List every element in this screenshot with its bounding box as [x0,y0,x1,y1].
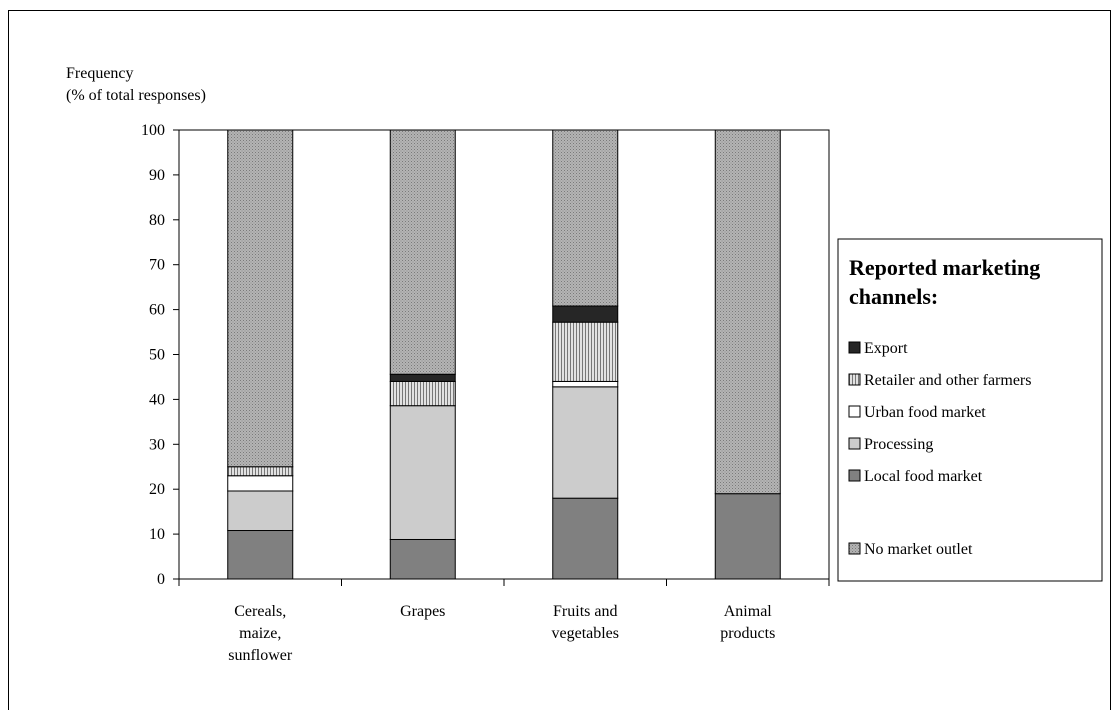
x-category-label: vegetables [551,625,619,642]
y-tick-label: 10 [149,526,165,543]
legend-swatch [848,437,861,450]
x-category-label: Animal [724,603,773,620]
legend-title-line: channels: [849,284,938,309]
x-category-label: Fruits and [553,603,617,620]
y-tick-label: 80 [149,212,165,229]
legend-entry-label: Local food market [864,468,983,485]
bar-segment [389,405,456,540]
bar-segment [552,380,619,388]
x-category-label: maize, [239,625,281,642]
y-tick-label: 40 [149,391,165,408]
bar-segment [389,380,456,407]
legend-box [837,238,1103,582]
y-tick-label: 50 [149,347,165,364]
bar-segment [552,497,619,580]
y-tick-label: 20 [149,481,165,498]
y-tick-label: 0 [157,571,165,588]
bar-segment [552,305,619,323]
bar-segment [389,129,456,375]
legend-entry-label: Export [864,340,908,357]
legend-entry-label: Urban food market [864,404,986,421]
stacked-bar-chart: Frequency (% of total responses) 0 10 20 30 4… [66,65,1103,664]
legend-entry-label: No market outlet [864,541,973,558]
x-category-label: Cereals, [234,603,286,620]
x-category-label: products [720,625,775,642]
bar-segment [714,493,781,580]
x-category-label: Grapes [400,603,445,620]
legend-swatch [848,373,861,386]
bar-segment [552,129,619,307]
legend-entry-label: Retailer and other farmers [864,372,1031,389]
legend-swatch [848,469,861,482]
bar-segment [227,129,294,468]
y-tick-label: 60 [149,302,165,319]
y-tick-label: 90 [149,167,165,184]
y-tick-label: 100 [141,122,165,139]
legend-entry-label: Processing [864,436,933,453]
y-axis-label-line: (% of total responses) [66,87,206,104]
chart-frame: Frequency (% of total responses) 0 10 20 30 4… [8,10,1111,710]
bar-segment [227,530,294,580]
y-tick-label: 30 [149,436,165,453]
legend-swatch [848,542,861,555]
bar-segment [714,129,781,495]
bar-segment [227,475,294,492]
y-tick-label: 70 [149,257,165,274]
bar-segment [389,538,456,580]
legend-title-line: Reported marketing [849,255,1040,280]
bar-segment [227,490,294,532]
legend-swatch [848,341,861,354]
y-axis-label-line: Frequency [66,65,134,82]
bar-segment [552,386,619,499]
bar-segment [552,321,619,382]
legend-swatch [848,405,861,418]
bar-segment [389,373,456,382]
x-category-label: sunflower [228,647,293,664]
bar-segment [227,466,294,477]
